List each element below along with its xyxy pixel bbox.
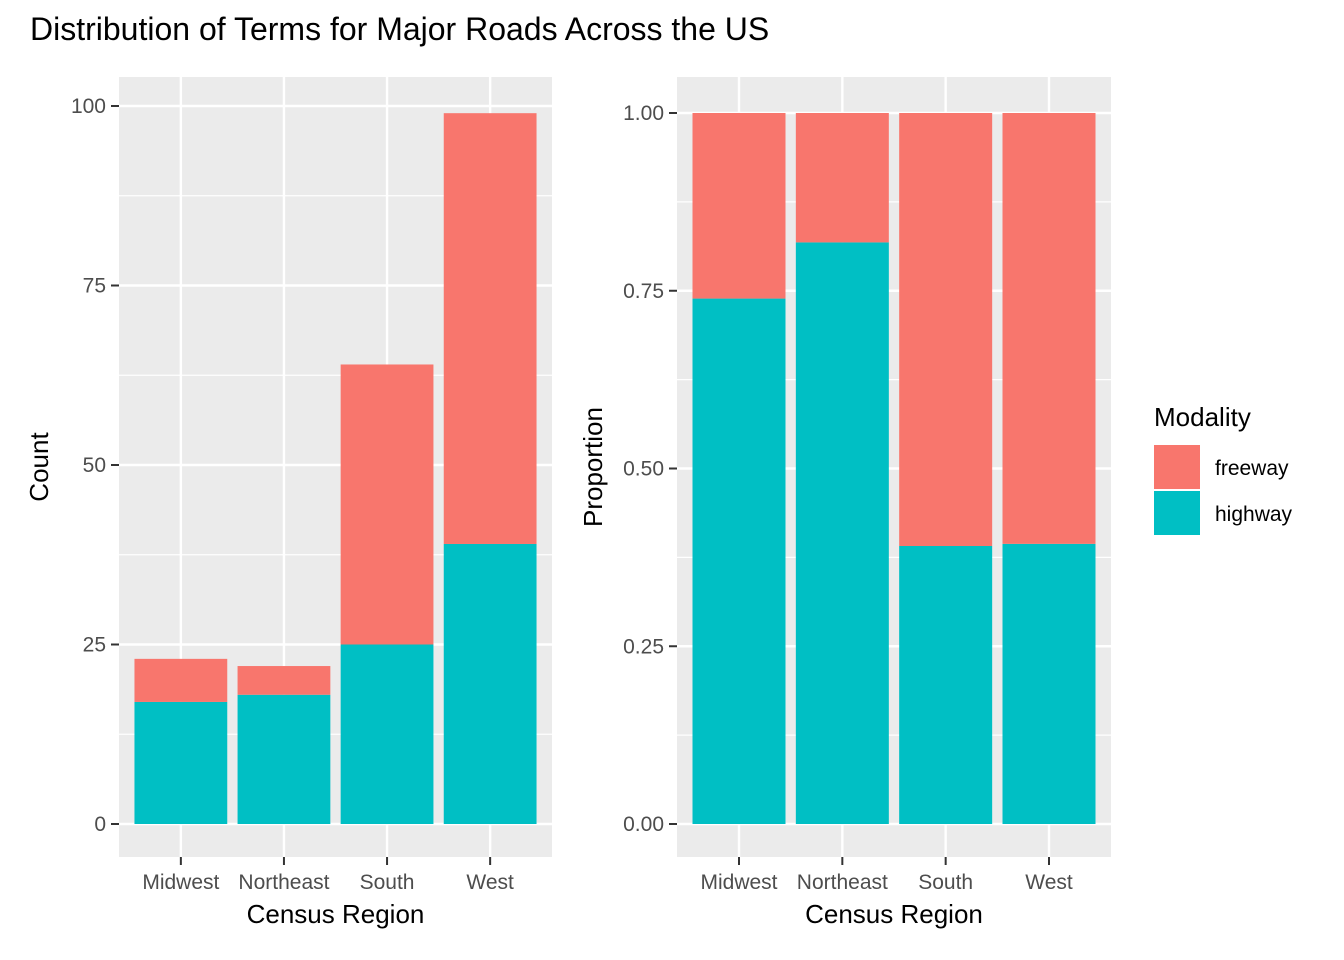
y-tick-label: 0.75 — [623, 280, 664, 303]
x-axis-title: Census Region — [805, 899, 983, 929]
bar-highway-midwest — [134, 701, 228, 824]
y-axis-title: Count — [24, 432, 54, 502]
y-tick-label: 0.50 — [623, 458, 664, 481]
legend-key-highway — [1154, 491, 1200, 535]
legend-key-freeway — [1154, 445, 1200, 489]
bar-highway-south — [899, 545, 993, 824]
y-tick-label: 75 — [83, 275, 106, 298]
x-tick-label: Midwest — [142, 871, 219, 894]
legend-label-highway: highway — [1215, 503, 1293, 526]
x-tick-label: South — [918, 871, 973, 894]
bar-freeway-west — [1002, 113, 1096, 544]
legend: Modality freeway highway — [1154, 402, 1293, 535]
bar-freeway-northeast — [237, 666, 331, 695]
y-tick-label: 100 — [71, 95, 106, 118]
y-tick-label: 25 — [83, 634, 106, 657]
y-tick-label: 0.25 — [623, 635, 664, 658]
bar-highway-west — [1002, 543, 1096, 824]
bar-freeway-midwest — [134, 658, 228, 702]
bar-freeway-south — [340, 364, 434, 645]
x-tick-label: Midwest — [700, 871, 777, 894]
bar-highway-south — [340, 644, 434, 824]
legend-label-freeway: freeway — [1215, 457, 1289, 480]
bar-highway-midwest — [692, 298, 786, 824]
legend-title: Modality — [1154, 402, 1251, 432]
bar-highway-northeast — [795, 242, 889, 825]
x-tick-label: Northeast — [238, 871, 329, 894]
y-tick-label: 50 — [83, 454, 106, 477]
x-tick-label: West — [1025, 871, 1073, 894]
y-tick-label: 0 — [94, 813, 106, 836]
x-tick-label: Northeast — [797, 871, 888, 894]
y-tick-label: 1.00 — [623, 102, 664, 125]
bar-freeway-south — [899, 113, 993, 546]
bar-highway-west — [443, 543, 537, 824]
x-tick-label: South — [360, 871, 415, 894]
y-tick-label: 0.00 — [623, 813, 664, 836]
proportion-panel: 0.00 0.25 0.50 0.75 1.00 Midwest Northeast Sout… — [578, 77, 1111, 929]
y-axis-title: Proportion — [578, 407, 608, 527]
x-tick-label: West — [466, 871, 514, 894]
count-panel: 0 25 50 75 100 Midwest Northeast South West Censu… — [24, 77, 552, 929]
bar-highway-northeast — [237, 694, 331, 824]
chart-title: Distribution of Terms for Major Roads Ac… — [30, 11, 769, 47]
bar-freeway-northeast — [795, 113, 889, 243]
bar-freeway-midwest — [692, 113, 786, 299]
bar-freeway-west — [443, 113, 537, 544]
x-axis-title: Census Region — [247, 899, 425, 929]
